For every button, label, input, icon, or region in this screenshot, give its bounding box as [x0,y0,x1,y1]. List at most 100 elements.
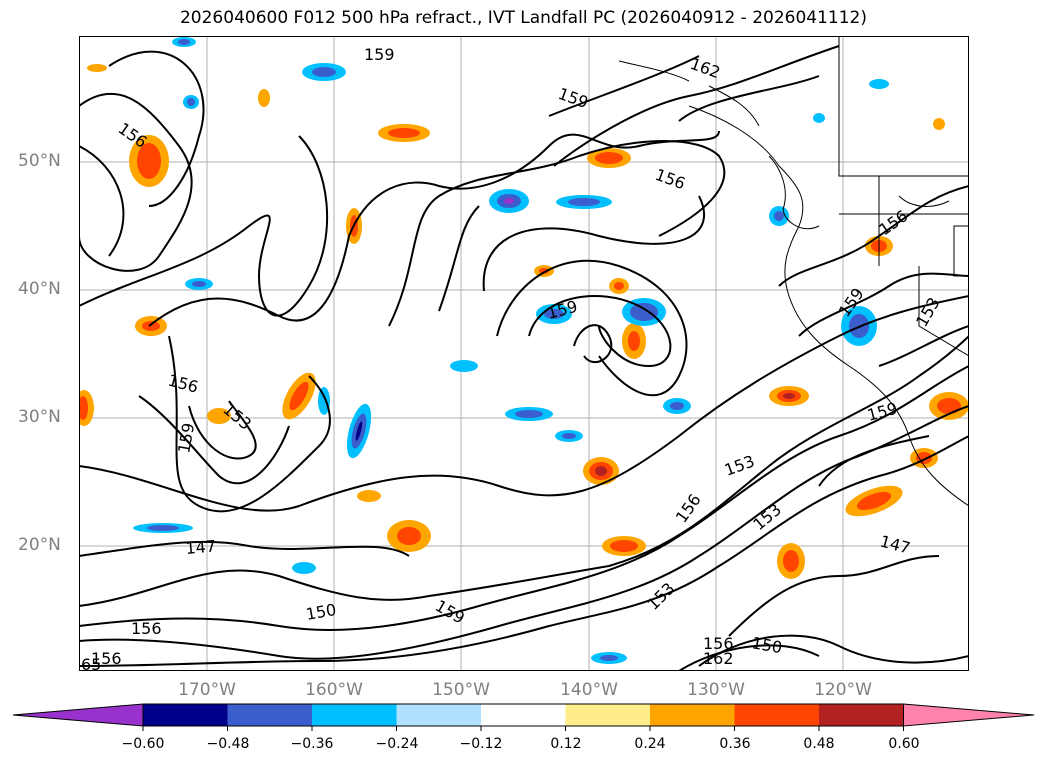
shading-blob [769,386,809,406]
shading-blob [357,490,381,502]
map-title: 2026040600 F012 500 hPa refract., IVT La… [179,8,867,28]
lat-label: 30°N [18,407,61,427]
colorbar-extend-max [903,703,1035,727]
contour-label: 162 [688,54,723,82]
contour-label: 156 [166,371,200,397]
shading-blob [282,372,316,420]
shading-blob [183,95,199,109]
colorbar-tick-label: 0.48 [803,736,835,752]
colorbar-extend-min [12,703,144,727]
lon-label: 120°W [814,680,872,700]
contour-label: 159 [545,297,579,323]
contour-label: 162 [703,649,734,668]
shading-blob [583,457,619,485]
contour-label: 156 [91,649,122,668]
contour-label: 147 [185,536,217,558]
contour-label: 156 [653,165,688,193]
shading-blob [556,195,612,209]
shading-blob [587,148,631,168]
colorbar-tick-label: 0.12 [550,736,582,752]
lat-label: 20°N [18,535,61,555]
colorbar-segment [565,704,650,726]
colorbar-segment [650,704,735,726]
map-panel: 159 162 159 156 156 156 159 156 159 153 … [79,36,969,671]
contour-label: 150 [304,600,337,624]
colorbar-tick-label: 0.36 [719,736,751,752]
colorbar-tick-label: −0.48 [206,736,250,752]
coastlines [618,36,969,507]
map-canvas: 159 162 159 156 156 156 159 156 159 153 … [79,36,969,671]
contour-label: 153 [749,500,785,534]
lon-label: 170°W [178,680,236,700]
shading-blob [929,392,969,420]
lon-label: 160°W [305,680,363,700]
colorbar-segment [312,704,397,726]
shading-blob [129,135,169,187]
colorbar-segment [481,704,566,726]
lon-label: 140°W [560,680,618,700]
shading-blob [207,408,231,424]
colorbar-tick-label: 0.60 [888,736,920,752]
shading-blob [591,652,627,664]
contour-label: 147 [878,532,912,558]
shading-blob [79,390,94,426]
height-contours [79,45,969,671]
colorbar-tick-label: −0.60 [121,736,165,752]
shading-blob [318,387,330,415]
shading-blob [87,64,107,72]
shading-blob [602,536,646,556]
colorbar-segment [734,704,819,726]
contour-label: 153 [912,294,944,330]
shading-blob [609,278,629,294]
shading-blob [622,298,666,326]
colorbar-segment [227,704,312,726]
shading-blob [769,206,789,226]
colorbar-tick-label: 0.24 [634,736,666,752]
contour-label-layer: 159 162 159 156 156 156 159 156 159 153 … [81,45,944,671]
shading-blob [663,398,691,414]
contour-label: 159 [556,84,591,112]
colorbar-tick-label: −0.12 [459,736,503,752]
shading-blob [346,403,372,459]
shading-blob [536,304,572,324]
shading-blob [302,63,346,81]
contour-label: 150 [750,633,783,657]
shading-blob [813,113,825,123]
shading-blob [258,89,270,107]
ivt-shading [79,37,969,664]
shading-blob [133,523,193,533]
shading-blob [845,485,903,517]
colorbar-segment [143,704,228,726]
lon-label: 130°W [687,680,745,700]
shading-blob [489,189,529,213]
shading-blob [622,323,646,359]
contour-label: 159 [432,596,468,628]
colorbar-outline [142,703,904,727]
shading-blob [292,562,316,574]
colorbar-segment [819,704,904,726]
shading-blob [378,124,430,142]
shading-blob [135,316,167,336]
lat-label: 50°N [18,151,61,171]
shading-blob [185,278,213,290]
lon-label: 150°W [432,680,490,700]
contour-label: 65 [81,655,101,671]
shading-blob [555,430,583,442]
contour-label: 153 [722,451,757,479]
shading-blob [933,118,945,130]
colorbar-segments [12,703,1035,731]
contour-label: 159 [865,399,899,425]
shading-blob [869,79,889,89]
contour-label: 156 [131,619,162,638]
shading-blob [387,520,431,552]
shading-blob [172,37,196,47]
shading-blob [505,407,553,421]
shading-blob [534,265,554,277]
colorbar-tick-label: −0.36 [290,736,334,752]
contour-label: 156 [703,634,734,653]
lat-label: 40°N [18,279,61,299]
colorbar-segment [396,704,481,726]
colorbar-tick-label: −0.24 [375,736,419,752]
shading-blob [777,543,805,579]
contour-label: 153 [643,579,678,614]
